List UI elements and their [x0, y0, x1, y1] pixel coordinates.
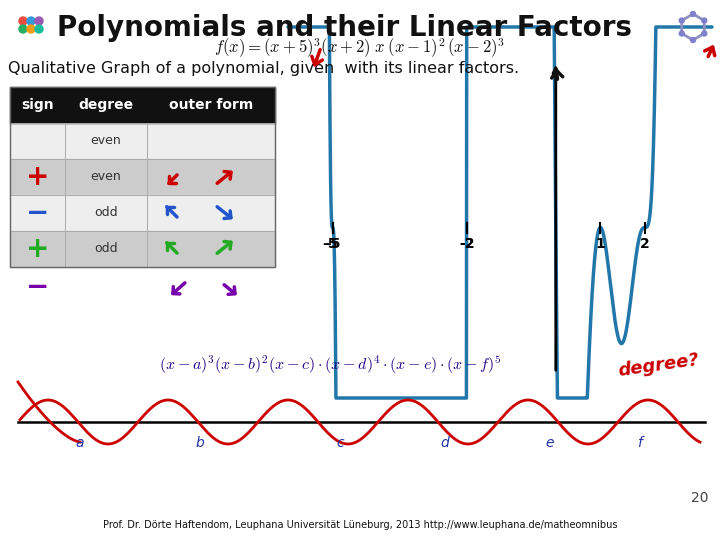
Text: -5: -5: [322, 237, 338, 251]
Text: b: b: [196, 436, 204, 450]
Text: outer form: outer form: [169, 98, 253, 112]
Text: $f(x) = (x+5)^3(x+2)\;x\;(x-1)^2\,(x-2)^3$: $f(x) = (x+5)^3(x+2)\;x\;(x-1)^2\,(x-2)^…: [215, 36, 505, 60]
Circle shape: [27, 17, 35, 25]
Circle shape: [702, 18, 707, 23]
Text: even: even: [91, 171, 122, 184]
Text: degree: degree: [78, 98, 134, 112]
Text: 1: 1: [595, 237, 606, 251]
Bar: [5, 514, 715, 536]
Text: sign: sign: [21, 98, 54, 112]
Text: Polynomials and their Linear Factors: Polynomials and their Linear Factors: [57, 14, 632, 42]
Circle shape: [27, 25, 35, 33]
Text: 2: 2: [640, 237, 650, 251]
Bar: [10, 123, 275, 159]
Text: -5: -5: [325, 237, 341, 251]
Circle shape: [690, 37, 696, 43]
Circle shape: [679, 18, 684, 23]
Bar: [10, 231, 275, 267]
Text: d: d: [441, 436, 449, 450]
Text: +: +: [26, 163, 49, 191]
Bar: [10, 159, 275, 195]
Circle shape: [690, 11, 696, 17]
Bar: [10, 87, 275, 267]
Text: Qualitative Graph of a polynomial, given  with its linear factors.: Qualitative Graph of a polynomial, given…: [8, 60, 519, 76]
Text: -2: -2: [459, 237, 474, 251]
Circle shape: [19, 17, 27, 25]
Bar: [10, 195, 275, 231]
Text: Prof. Dr. Dörte Haftendom, Leuphana Universität Lüneburg, 2013 http://www.leupha: Prof. Dr. Dörte Haftendom, Leuphana Univ…: [103, 520, 617, 530]
Text: $(x-a)^3(x-b)^2(x-c)\cdot(x-d)^4\cdot(x-e)\cdot(x-f)^5$: $(x-a)^3(x-b)^2(x-c)\cdot(x-d)^4\cdot(x-…: [158, 354, 501, 376]
Text: −: −: [26, 199, 49, 227]
Circle shape: [702, 31, 707, 36]
Text: 20: 20: [691, 491, 708, 505]
Circle shape: [19, 25, 27, 33]
Text: odd: odd: [94, 206, 118, 219]
Bar: [10, 87, 275, 123]
Text: -2: -2: [459, 237, 474, 251]
Text: −: −: [26, 273, 49, 301]
Circle shape: [35, 17, 43, 25]
Text: even: even: [91, 134, 122, 147]
Text: a: a: [76, 436, 84, 450]
Circle shape: [35, 25, 43, 33]
Text: c: c: [336, 436, 344, 450]
Text: f: f: [638, 436, 642, 450]
Text: e: e: [546, 436, 554, 450]
Circle shape: [679, 31, 684, 36]
Text: odd: odd: [94, 242, 118, 255]
Text: +: +: [26, 235, 49, 263]
Text: degree?: degree?: [616, 350, 700, 380]
